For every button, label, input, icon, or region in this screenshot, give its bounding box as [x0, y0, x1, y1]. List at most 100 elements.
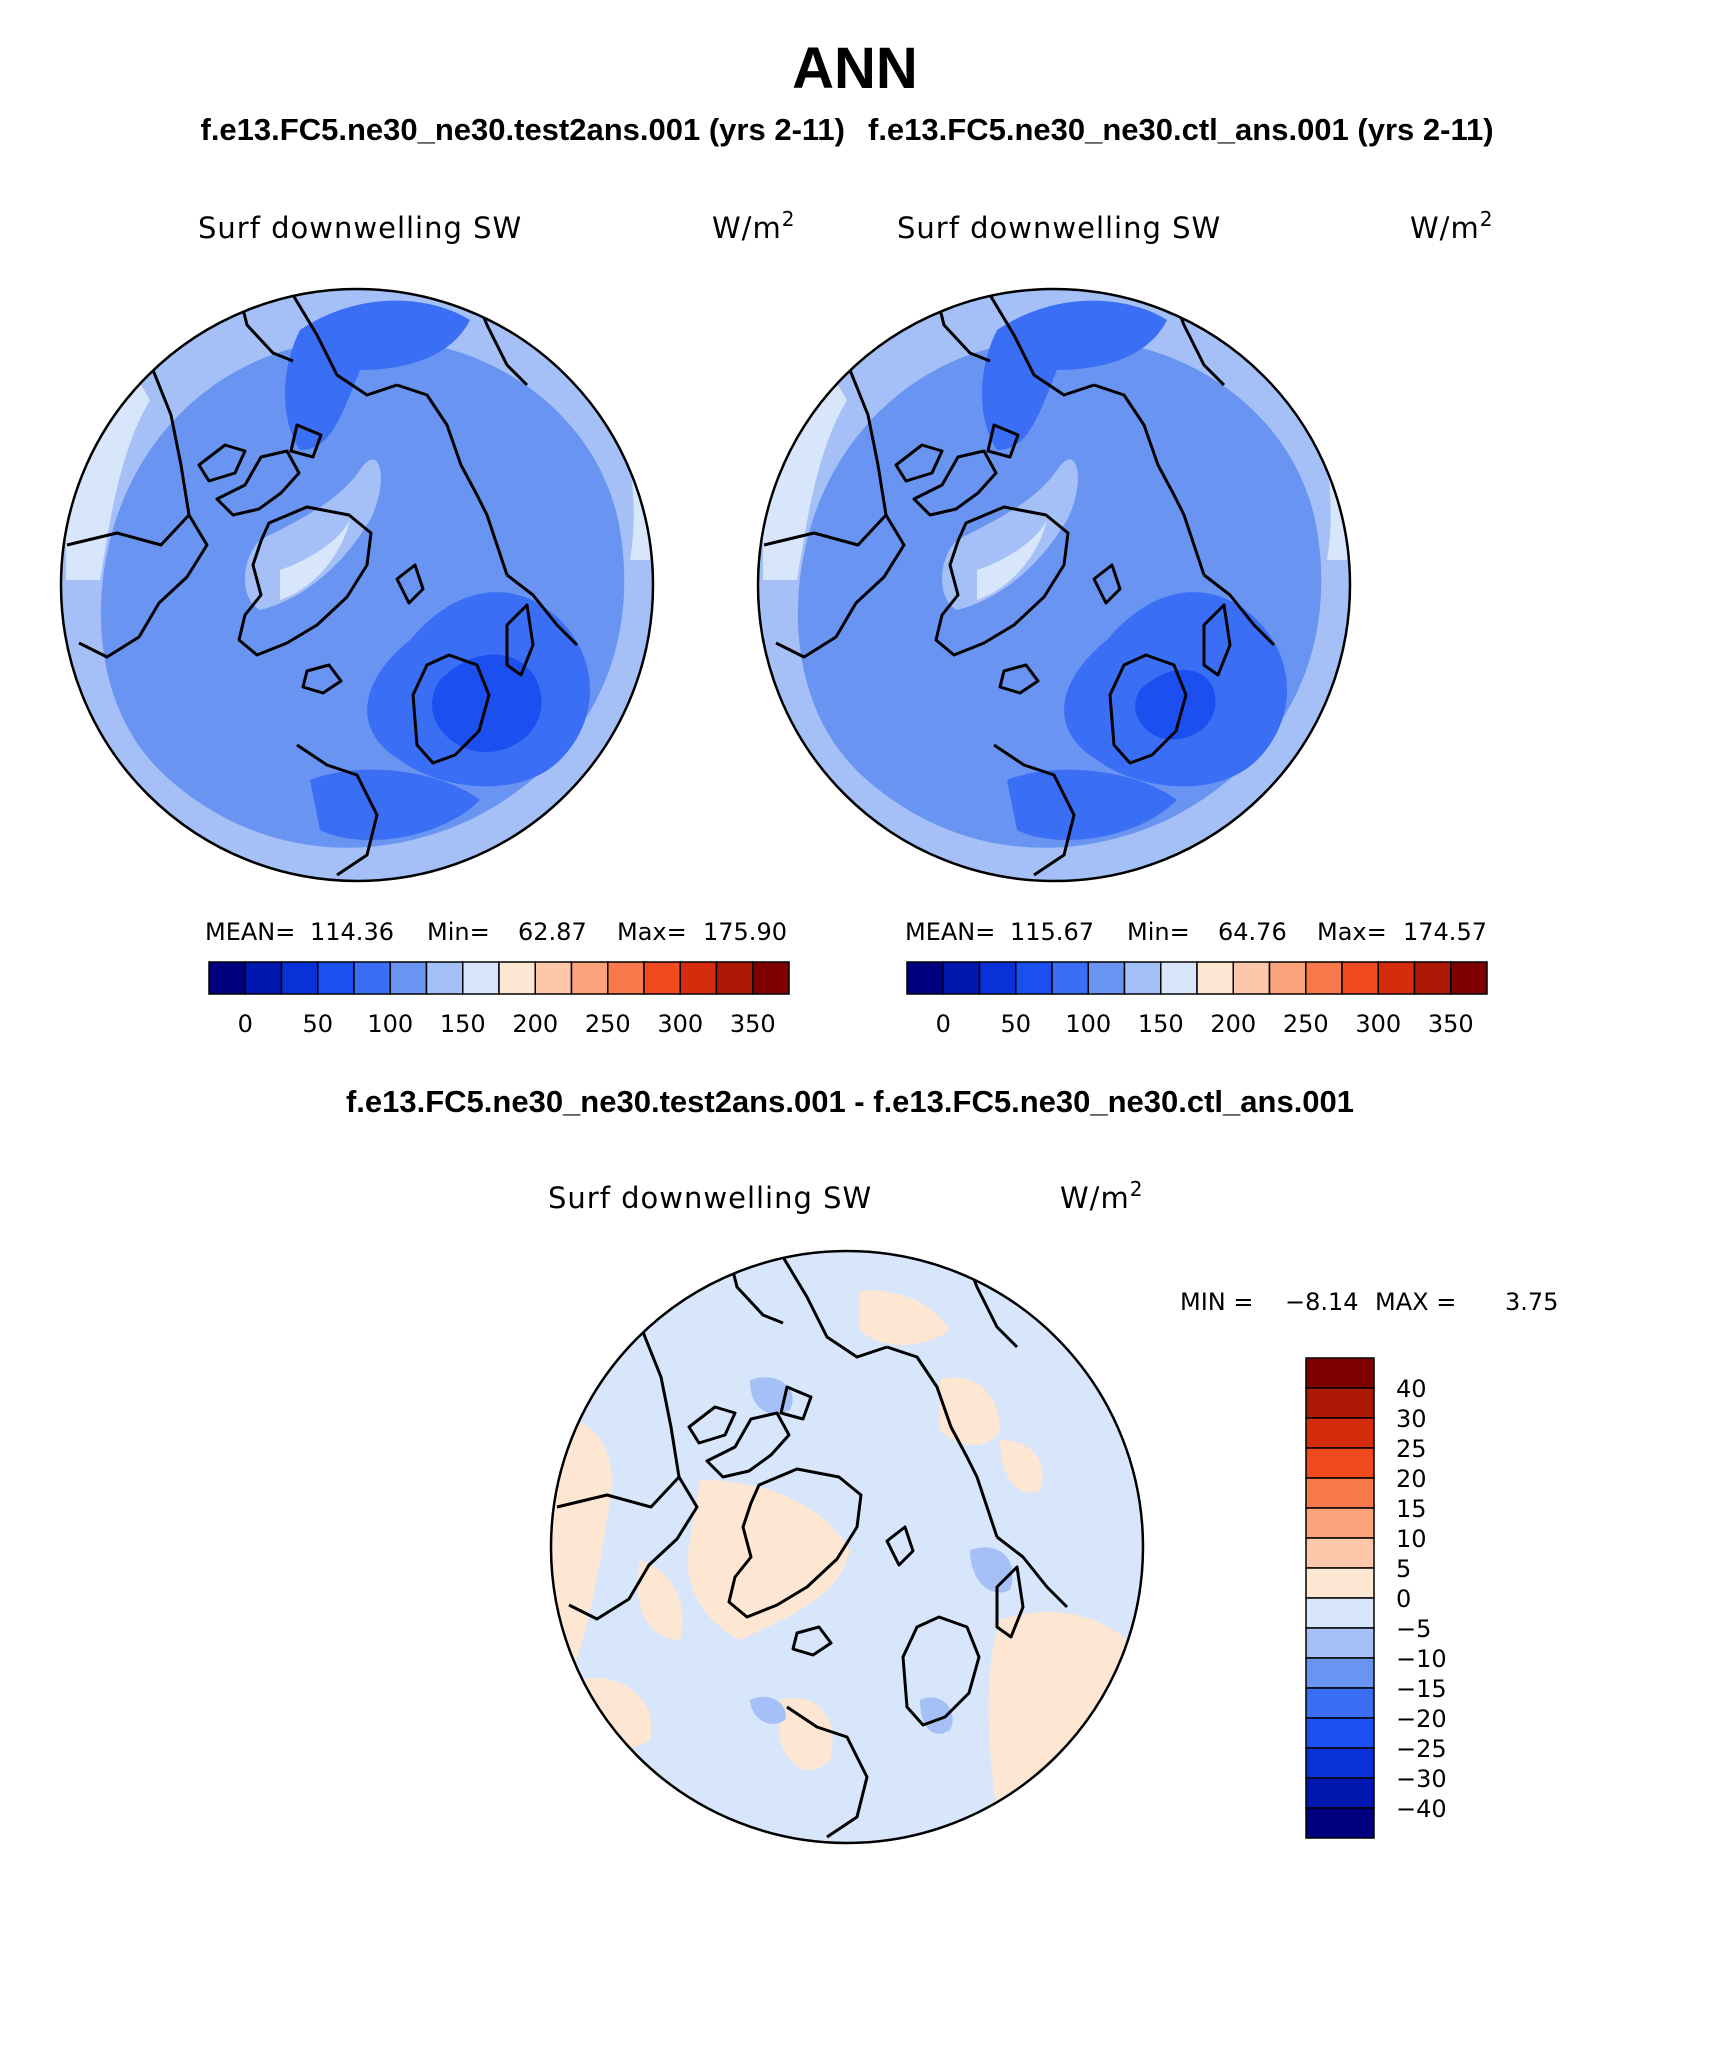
colorbar-swatch — [1305, 1477, 1375, 1509]
colorbar-swatch — [1305, 1807, 1375, 1839]
panel-test-max-label: Max= — [617, 918, 687, 946]
colorbar-tick-label: 20 — [1396, 1465, 1427, 1493]
map-ctl-lobe-atlantic-core — [1135, 669, 1216, 740]
map-ctl-greenland-high — [942, 459, 1078, 610]
colorbar-swatch — [389, 961, 428, 995]
colorbar-tick-label: −20 — [1396, 1705, 1447, 1733]
colorbar-tick-label: 40 — [1396, 1375, 1427, 1403]
panel-ctl-max-label: Max= — [1317, 918, 1387, 946]
colorbar-tick-label: −15 — [1396, 1675, 1447, 1703]
colorbar-swatch — [1123, 961, 1162, 995]
colorbar-swatch — [1196, 961, 1234, 995]
panel-test: Surf downwelling SW W/m2 MEAN= 114.36 Mi… — [59, 207, 795, 1038]
colorbar-tick-label: −25 — [1396, 1735, 1447, 1763]
panel-test-variable: Surf downwelling SW — [198, 211, 522, 245]
colorbar-swatch — [906, 961, 944, 995]
colorbar-swatch — [752, 961, 790, 995]
colorbar-swatch — [978, 961, 1017, 995]
map-diff-pos-south — [780, 1698, 833, 1771]
colorbar-swatch — [1305, 1717, 1375, 1749]
map-diff-neg-iceland — [750, 1696, 786, 1724]
colorbar-swatch — [1268, 961, 1307, 995]
panel-test-min-label: Min= — [427, 918, 490, 946]
colorbar-swatch — [425, 961, 464, 995]
panel-diff-min-value: −8.14 — [1285, 1288, 1359, 1316]
map-ctl-lobe-pacific — [982, 300, 1167, 450]
map-diff-pos-archipelago-2 — [637, 1560, 683, 1640]
colorbar-tick-label: 200 — [1210, 1010, 1256, 1038]
map-test-lobe-south — [310, 769, 480, 840]
colorbar-swatch — [1377, 961, 1416, 995]
colorbar-swatch — [534, 961, 573, 995]
colorbar-swatch — [643, 961, 681, 995]
colorbar-tick-label: −5 — [1396, 1615, 1431, 1643]
map-diff — [551, 1251, 1143, 1843]
panel-diff-max-label: MAX = — [1375, 1288, 1456, 1316]
colorbar-tick-label: 50 — [1000, 1010, 1031, 1038]
colorbar-swatch — [1305, 1387, 1375, 1419]
panel-ctl-max-value: 174.57 — [1403, 918, 1487, 946]
colorbar-tick-label: 0 — [238, 1010, 253, 1038]
panel-ctl-mean-value: 115.67 — [1010, 918, 1094, 946]
colorbar-tick-label: 0 — [936, 1010, 951, 1038]
colorbar-swatch — [1305, 1657, 1375, 1689]
colorbar-swatch — [1305, 1537, 1375, 1569]
panel-test-mean-label: MEAN= — [205, 918, 295, 946]
colorbar-ctl: 0 50 100 150 200 250 300 350 — [906, 961, 1488, 1038]
colorbar-swatch — [1087, 961, 1126, 995]
map-diff-pos-northeast — [940, 1377, 1000, 1445]
colorbar-swatch — [679, 961, 718, 995]
colorbar-swatch — [1305, 1777, 1375, 1809]
colorbar-tick-label: 350 — [730, 1010, 776, 1038]
colorbar-tick-label: 10 — [1396, 1525, 1427, 1553]
colorbar-swatch — [1450, 961, 1488, 995]
colorbar-swatch — [607, 961, 645, 995]
colorbar-swatch — [1305, 1357, 1375, 1389]
colorbar-tick-label: −10 — [1396, 1645, 1447, 1673]
colorbar-tick-label: 350 — [1428, 1010, 1474, 1038]
colorbar-swatch — [317, 961, 355, 995]
colorbar-swatch — [1305, 961, 1343, 995]
colorbar-tick-label: 15 — [1396, 1495, 1427, 1523]
map-test-lobe-pacific — [285, 300, 470, 450]
panel-test-min-value: 62.87 — [518, 918, 587, 946]
panel-diff-max-value: 3.75 — [1505, 1288, 1558, 1316]
colorbar-tick-label: 300 — [1355, 1010, 1401, 1038]
map-test-rim — [59, 287, 655, 883]
colorbar-swatch — [1305, 1447, 1375, 1479]
panel-diff-units: W/m2 — [1060, 1177, 1143, 1215]
colorbar-swatch — [462, 961, 500, 995]
map-test — [61, 289, 653, 881]
colorbar-swatch — [1051, 961, 1089, 995]
panel-test-max-value: 175.90 — [703, 918, 787, 946]
colorbar-tick-label: 25 — [1396, 1435, 1427, 1463]
colorbar-tick-label: 150 — [440, 1010, 486, 1038]
panel-ctl-units: W/m2 — [1410, 207, 1493, 245]
map-ctl-greenland-peak — [977, 520, 1047, 600]
panel-test-units: W/m2 — [712, 207, 795, 245]
panel-diff-variable: Surf downwelling SW — [548, 1181, 872, 1215]
colorbar-swatch — [1413, 961, 1452, 995]
colorbar-tick-label: −40 — [1396, 1795, 1447, 1823]
colorbar-swatch — [1305, 1597, 1375, 1629]
case-ctl-label: f.e13.FC5.ne30_ne30.ctl_ans.001 (yrs 2-1… — [868, 112, 1494, 147]
colorbar-swatch — [1341, 961, 1379, 995]
colorbar-test: 0 50 100 150 200 250 300 350 — [208, 961, 790, 1038]
map-test-greenland-peak — [280, 520, 350, 600]
panel-ctl: Surf downwelling SW W/m2 MEAN= 115.67 Mi… — [756, 207, 1493, 1038]
colorbar-swatch — [1305, 1507, 1375, 1539]
colorbar-swatch — [942, 961, 981, 995]
panel-ctl-mean-label: MEAN= — [905, 918, 995, 946]
colorbar-tick-label: 150 — [1138, 1010, 1184, 1038]
colorbar-swatch — [1305, 1747, 1375, 1779]
map-diff-pos-east — [1000, 1440, 1043, 1493]
panel-diff-min-label: MIN = — [1180, 1288, 1253, 1316]
colorbar-tick-label: 100 — [367, 1010, 413, 1038]
map-ctl-rim — [756, 287, 1352, 883]
map-diff-pos-west — [551, 1418, 612, 1700]
figure-title: ANN — [792, 36, 918, 101]
colorbar-tick-label: 30 — [1396, 1405, 1427, 1433]
map-test-greenland-high — [245, 459, 381, 610]
colorbar-tick-label: 250 — [585, 1010, 631, 1038]
